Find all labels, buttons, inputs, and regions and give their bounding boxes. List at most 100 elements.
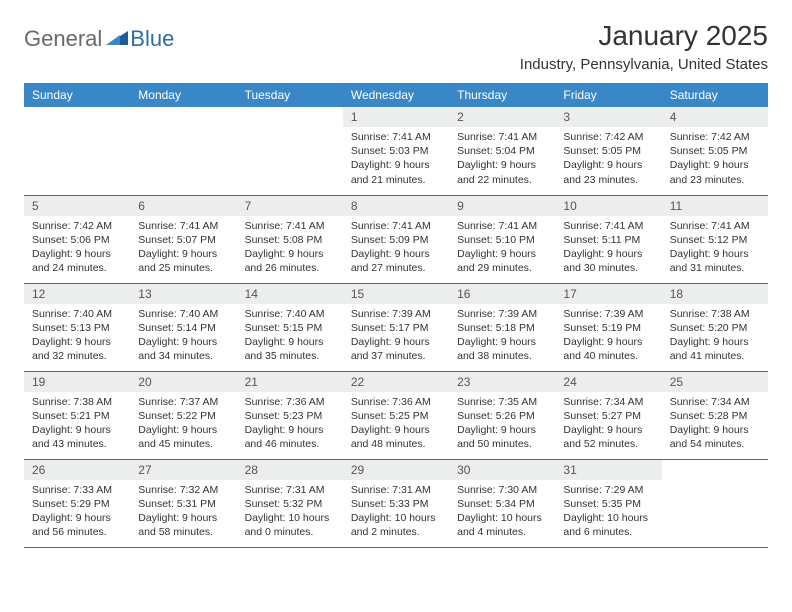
day-daylight1: Daylight: 9 hours <box>457 423 547 437</box>
day-daylight2: and 23 minutes. <box>563 173 653 187</box>
day-sunrise: Sunrise: 7:41 AM <box>245 219 335 233</box>
day-sunset: Sunset: 5:17 PM <box>351 321 441 335</box>
day-daylight1: Daylight: 10 hours <box>351 511 441 525</box>
day-content: Sunrise: 7:40 AMSunset: 5:13 PMDaylight:… <box>24 304 130 369</box>
day-daylight1: Daylight: 9 hours <box>670 247 760 261</box>
day-daylight2: and 23 minutes. <box>670 173 760 187</box>
calendar-row: 12Sunrise: 7:40 AMSunset: 5:13 PMDayligh… <box>24 283 768 371</box>
day-header: Thursday <box>449 83 555 107</box>
calendar-cell <box>24 107 130 195</box>
day-daylight2: and 21 minutes. <box>351 173 441 187</box>
calendar-cell: 20Sunrise: 7:37 AMSunset: 5:22 PMDayligh… <box>130 371 236 459</box>
day-number: 24 <box>555 372 661 392</box>
day-daylight1: Daylight: 9 hours <box>563 335 653 349</box>
day-sunset: Sunset: 5:12 PM <box>670 233 760 247</box>
calendar-cell <box>130 107 236 195</box>
calendar-cell: 30Sunrise: 7:30 AMSunset: 5:34 PMDayligh… <box>449 459 555 547</box>
day-daylight2: and 46 minutes. <box>245 437 335 451</box>
day-daylight1: Daylight: 9 hours <box>138 511 228 525</box>
day-daylight2: and 50 minutes. <box>457 437 547 451</box>
day-sunset: Sunset: 5:32 PM <box>245 497 335 511</box>
day-sunset: Sunset: 5:23 PM <box>245 409 335 423</box>
day-sunrise: Sunrise: 7:33 AM <box>32 483 122 497</box>
day-number: 1 <box>343 107 449 127</box>
calendar-cell: 8Sunrise: 7:41 AMSunset: 5:09 PMDaylight… <box>343 195 449 283</box>
calendar-cell: 23 Sunrise: 7:35 AMSunset: 5:26 PMDayligh… <box>449 371 555 459</box>
calendar-cell: 12Sunrise: 7:40 AMSunset: 5:13 PMDayligh… <box>24 283 130 371</box>
day-sunrise: Sunrise: 7:35 AM <box>457 395 547 409</box>
calendar-row: 5Sunrise: 7:42 AMSunset: 5:06 PMDaylight… <box>24 195 768 283</box>
day-number: 8 <box>343 196 449 216</box>
day-sunset: Sunset: 5:07 PM <box>138 233 228 247</box>
calendar-cell: 19Sunrise: 7:38 AMSunset: 5:21 PMDayligh… <box>24 371 130 459</box>
day-header: Tuesday <box>237 83 343 107</box>
day-sunrise: Sunrise: 7:39 AM <box>351 307 441 321</box>
calendar-cell: 14Sunrise: 7:40 AMSunset: 5:15 PMDayligh… <box>237 283 343 371</box>
day-number: 10 <box>555 196 661 216</box>
day-content: Sunrise: 7:38 AMSunset: 5:21 PMDaylight:… <box>24 392 130 457</box>
day-sunset: Sunset: 5:26 PM <box>457 409 547 423</box>
calendar-row: 26Sunrise: 7:33 AMSunset: 5:29 PMDayligh… <box>24 459 768 547</box>
logo-text-general: General <box>24 26 102 52</box>
day-sunrise: Sunrise: 7:31 AM <box>245 483 335 497</box>
day-number: 23 <box>449 372 555 392</box>
day-sunrise: Sunrise: 7:34 AM <box>670 395 760 409</box>
day-daylight1: Daylight: 9 hours <box>32 423 122 437</box>
day-daylight1: Daylight: 9 hours <box>457 335 547 349</box>
day-number: 12 <box>24 284 130 304</box>
day-sunrise: Sunrise: 7:30 AM <box>457 483 547 497</box>
day-daylight2: and 45 minutes. <box>138 437 228 451</box>
day-content: Sunrise: 7:36 AMSunset: 5:23 PMDaylight:… <box>237 392 343 457</box>
day-content: Sunrise: 7:41 AMSunset: 5:10 PMDaylight:… <box>449 216 555 281</box>
day-header-row: Sunday Monday Tuesday Wednesday Thursday… <box>24 83 768 107</box>
day-sunset: Sunset: 5:35 PM <box>563 497 653 511</box>
day-number: 9 <box>449 196 555 216</box>
day-number: 19 <box>24 372 130 392</box>
day-sunset: Sunset: 5:11 PM <box>563 233 653 247</box>
day-sunset: Sunset: 5:31 PM <box>138 497 228 511</box>
day-sunset: Sunset: 5:21 PM <box>32 409 122 423</box>
day-number: 7 <box>237 196 343 216</box>
day-content: Sunrise: 7:41 AMSunset: 5:11 PMDaylight:… <box>555 216 661 281</box>
day-content: Sunrise: 7:32 AMSunset: 5:31 PMDaylight:… <box>130 480 236 545</box>
day-content: Sunrise: 7:41 AMSunset: 5:09 PMDaylight:… <box>343 216 449 281</box>
day-daylight2: and 0 minutes. <box>245 525 335 539</box>
calendar-cell: 17Sunrise: 7:39 AMSunset: 5:19 PMDayligh… <box>555 283 661 371</box>
calendar-cell: 1Sunrise: 7:41 AMSunset: 5:03 PMDaylight… <box>343 107 449 195</box>
day-daylight1: Daylight: 9 hours <box>245 335 335 349</box>
day-daylight1: Daylight: 9 hours <box>351 423 441 437</box>
day-content: Sunrise: 7:33 AMSunset: 5:29 PMDaylight:… <box>24 480 130 545</box>
day-sunrise: Sunrise: 7:41 AM <box>351 130 441 144</box>
calendar-cell: 16Sunrise: 7:39 AMSunset: 5:18 PMDayligh… <box>449 283 555 371</box>
calendar-cell: 6Sunrise: 7:41 AMSunset: 5:07 PMDaylight… <box>130 195 236 283</box>
day-header: Wednesday <box>343 83 449 107</box>
day-daylight1: Daylight: 10 hours <box>563 511 653 525</box>
day-sunrise: Sunrise: 7:42 AM <box>32 219 122 233</box>
day-content: Sunrise: 7:41 AMSunset: 5:07 PMDaylight:… <box>130 216 236 281</box>
day-daylight1: Daylight: 9 hours <box>138 423 228 437</box>
day-sunrise: Sunrise: 7:40 AM <box>32 307 122 321</box>
day-sunset: Sunset: 5:05 PM <box>670 144 760 158</box>
day-content: Sunrise: 7:42 AMSunset: 5:06 PMDaylight:… <box>24 216 130 281</box>
day-number: 27 <box>130 460 236 480</box>
day-daylight1: Daylight: 9 hours <box>138 335 228 349</box>
day-number: 25 <box>662 372 768 392</box>
day-daylight2: and 38 minutes. <box>457 349 547 363</box>
day-sunrise: Sunrise: 7:41 AM <box>670 219 760 233</box>
day-number: 17 <box>555 284 661 304</box>
day-sunset: Sunset: 5:25 PM <box>351 409 441 423</box>
calendar-cell: 31Sunrise: 7:29 AMSunset: 5:35 PMDayligh… <box>555 459 661 547</box>
day-number: 16 <box>449 284 555 304</box>
logo-text-blue: Blue <box>130 26 174 52</box>
day-sunset: Sunset: 5:06 PM <box>32 233 122 247</box>
day-number: 13 <box>130 284 236 304</box>
day-content: Sunrise: 7:29 AMSunset: 5:35 PMDaylight:… <box>555 480 661 545</box>
day-daylight2: and 32 minutes. <box>32 349 122 363</box>
calendar-row: 1Sunrise: 7:41 AMSunset: 5:03 PMDaylight… <box>24 107 768 195</box>
day-content: Sunrise: 7:37 AMSunset: 5:22 PMDaylight:… <box>130 392 236 457</box>
day-daylight2: and 4 minutes. <box>457 525 547 539</box>
calendar-cell: 15Sunrise: 7:39 AMSunset: 5:17 PMDayligh… <box>343 283 449 371</box>
day-content: Sunrise: 7:42 AMSunset: 5:05 PMDaylight:… <box>662 127 768 192</box>
day-header: Sunday <box>24 83 130 107</box>
calendar-cell: 10Sunrise: 7:41 AMSunset: 5:11 PMDayligh… <box>555 195 661 283</box>
